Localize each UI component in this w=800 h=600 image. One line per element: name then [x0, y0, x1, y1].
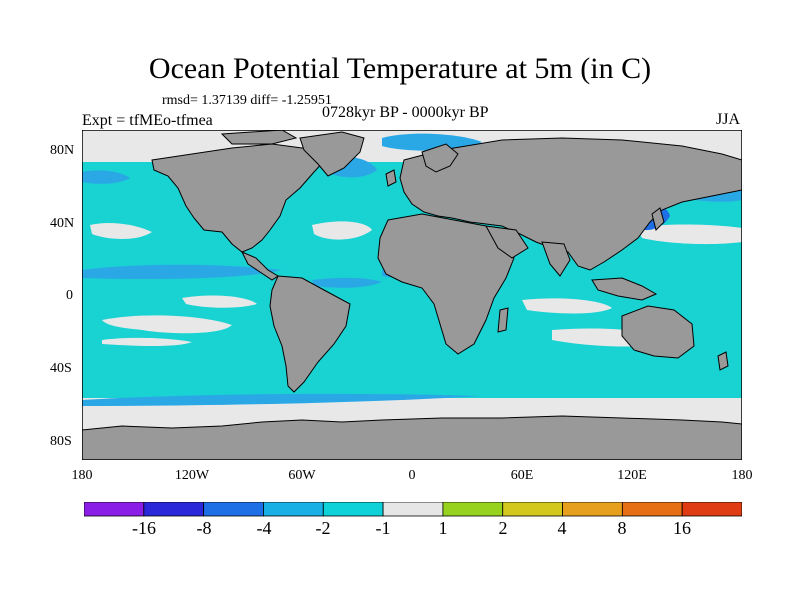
madagascar [497, 307, 509, 333]
british-isles [385, 169, 397, 187]
period-label: 0728kyr BP - 0000kyr BP [322, 104, 489, 121]
colorbar-swatch [502, 502, 563, 517]
x-label-60e: 60E [510, 468, 534, 483]
colorbar-swatch [681, 502, 742, 517]
season-label: JJA [716, 111, 741, 128]
colorbar-label: -1 [375, 518, 391, 538]
eurasia [399, 137, 742, 271]
y-label-40s: 40S [50, 361, 72, 376]
colorbar-label: -2 [315, 518, 331, 538]
india [541, 241, 571, 277]
x-label-120w: 120W [174, 468, 210, 483]
colorbar-label: 16 [673, 518, 691, 538]
colorbar-label: 2 [498, 518, 508, 538]
colorbar-swatch [562, 502, 623, 517]
australia [621, 305, 695, 359]
colorbar-label: 1 [438, 518, 448, 538]
x-label-60w: 60W [288, 468, 316, 483]
colorbar-label: -16 [132, 518, 156, 538]
x-label-180e: 180 [731, 468, 753, 483]
map-title: Ocean Potential Temperature at 5m (in C) [148, 52, 652, 85]
colorbar-swatch [143, 502, 205, 517]
y-label-80s: 80S [50, 434, 72, 449]
y-label-80n: 80N [50, 143, 75, 158]
colorbar-label: 4 [557, 518, 567, 538]
landmasses [82, 130, 742, 460]
colorbar-swatch [442, 502, 504, 517]
central-america [240, 251, 279, 281]
colorbar-label: 8 [617, 518, 627, 538]
scandinavia [421, 143, 459, 173]
south-america [269, 275, 351, 393]
japan [651, 207, 665, 231]
southeast-asia-islands [591, 277, 658, 301]
colorbar-label: -8 [196, 518, 212, 538]
colorbar [84, 502, 742, 517]
arabia [485, 225, 529, 259]
world-map [82, 130, 742, 460]
colorbar-swatch [382, 502, 444, 517]
x-label-0: 0 [408, 468, 416, 483]
x-label-180w: 180 [71, 468, 93, 483]
greenland [299, 131, 365, 177]
y-label-0: 0 [66, 288, 73, 303]
colorbar-swatch [84, 502, 145, 517]
colorbar-label: -4 [256, 518, 272, 538]
y-label-40n: 40N [50, 216, 75, 231]
x-label-120e: 120E [617, 468, 647, 483]
colorbar-swatch [621, 502, 683, 517]
colorbar-swatch [203, 502, 264, 517]
experiment-label: Expt = tfMEo-tfmea [82, 112, 213, 129]
colorbar-swatch [322, 502, 384, 517]
new-zealand [717, 351, 729, 371]
colorbar-swatch [263, 502, 324, 517]
antarctica [82, 415, 742, 460]
stats-line: rmsd= 1.37139 diff= -1.25951 [162, 93, 332, 108]
